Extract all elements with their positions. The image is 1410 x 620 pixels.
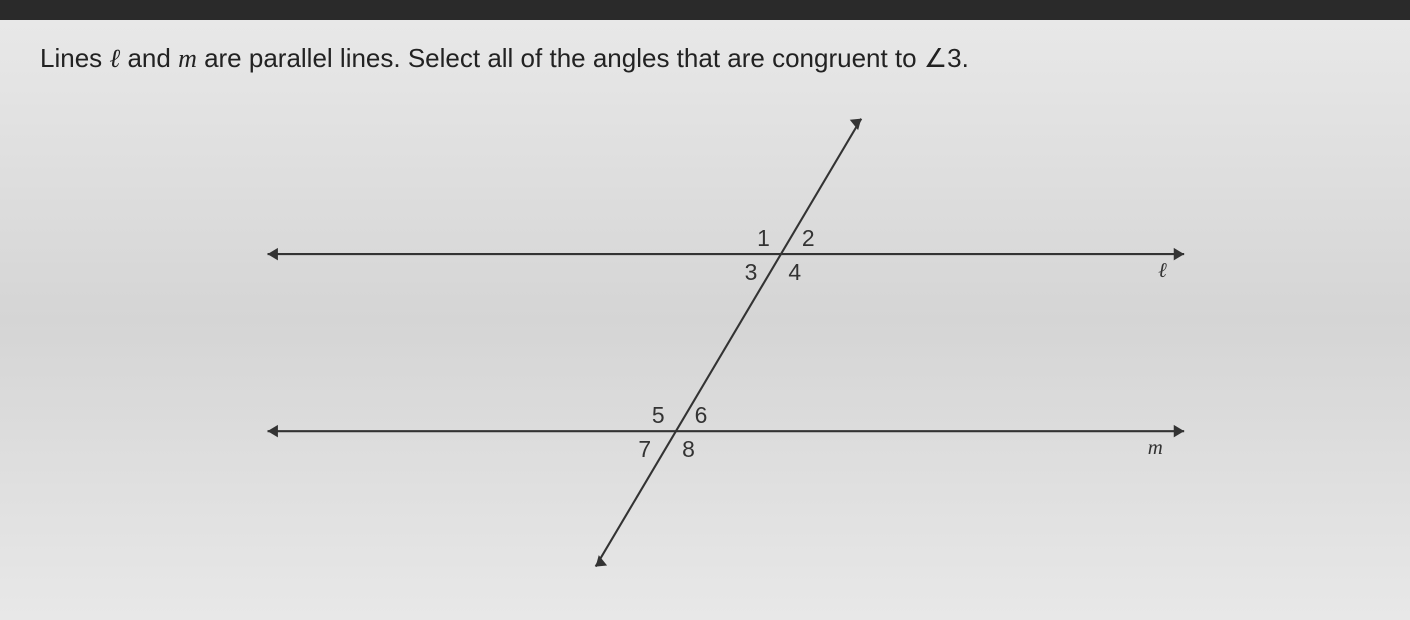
q-prefix: Lines: [40, 43, 109, 73]
question-text: Lines ℓ and m are parallel lines. Select…: [40, 40, 1370, 77]
q-mid1: and: [120, 43, 178, 73]
angle-symbol: ∠: [924, 44, 947, 73]
window-top-bar: [0, 0, 1410, 20]
svg-text:4: 4: [788, 260, 801, 286]
svg-text:3: 3: [745, 260, 758, 286]
diagram-svg: 1 2 3 4 5 6 7 8 ℓ m: [40, 77, 1370, 577]
q-var2: m: [178, 44, 197, 73]
svg-text:ℓ: ℓ: [1158, 258, 1167, 282]
svg-text:5: 5: [652, 402, 665, 428]
content-area: Lines ℓ and m are parallel lines. Select…: [0, 20, 1410, 620]
q-suffix: .: [962, 43, 969, 73]
q-var1: ℓ: [109, 44, 120, 73]
q-mid2: are parallel lines. Select all of the an…: [197, 43, 924, 73]
svg-text:6: 6: [695, 402, 708, 428]
svg-text:7: 7: [638, 437, 651, 463]
svg-text:1: 1: [757, 225, 770, 251]
geometry-diagram: 1 2 3 4 5 6 7 8 ℓ m: [40, 77, 1370, 577]
svg-text:m: m: [1148, 435, 1163, 459]
angle-num: 3: [947, 43, 961, 73]
svg-text:8: 8: [682, 437, 695, 463]
svg-text:2: 2: [802, 225, 815, 251]
